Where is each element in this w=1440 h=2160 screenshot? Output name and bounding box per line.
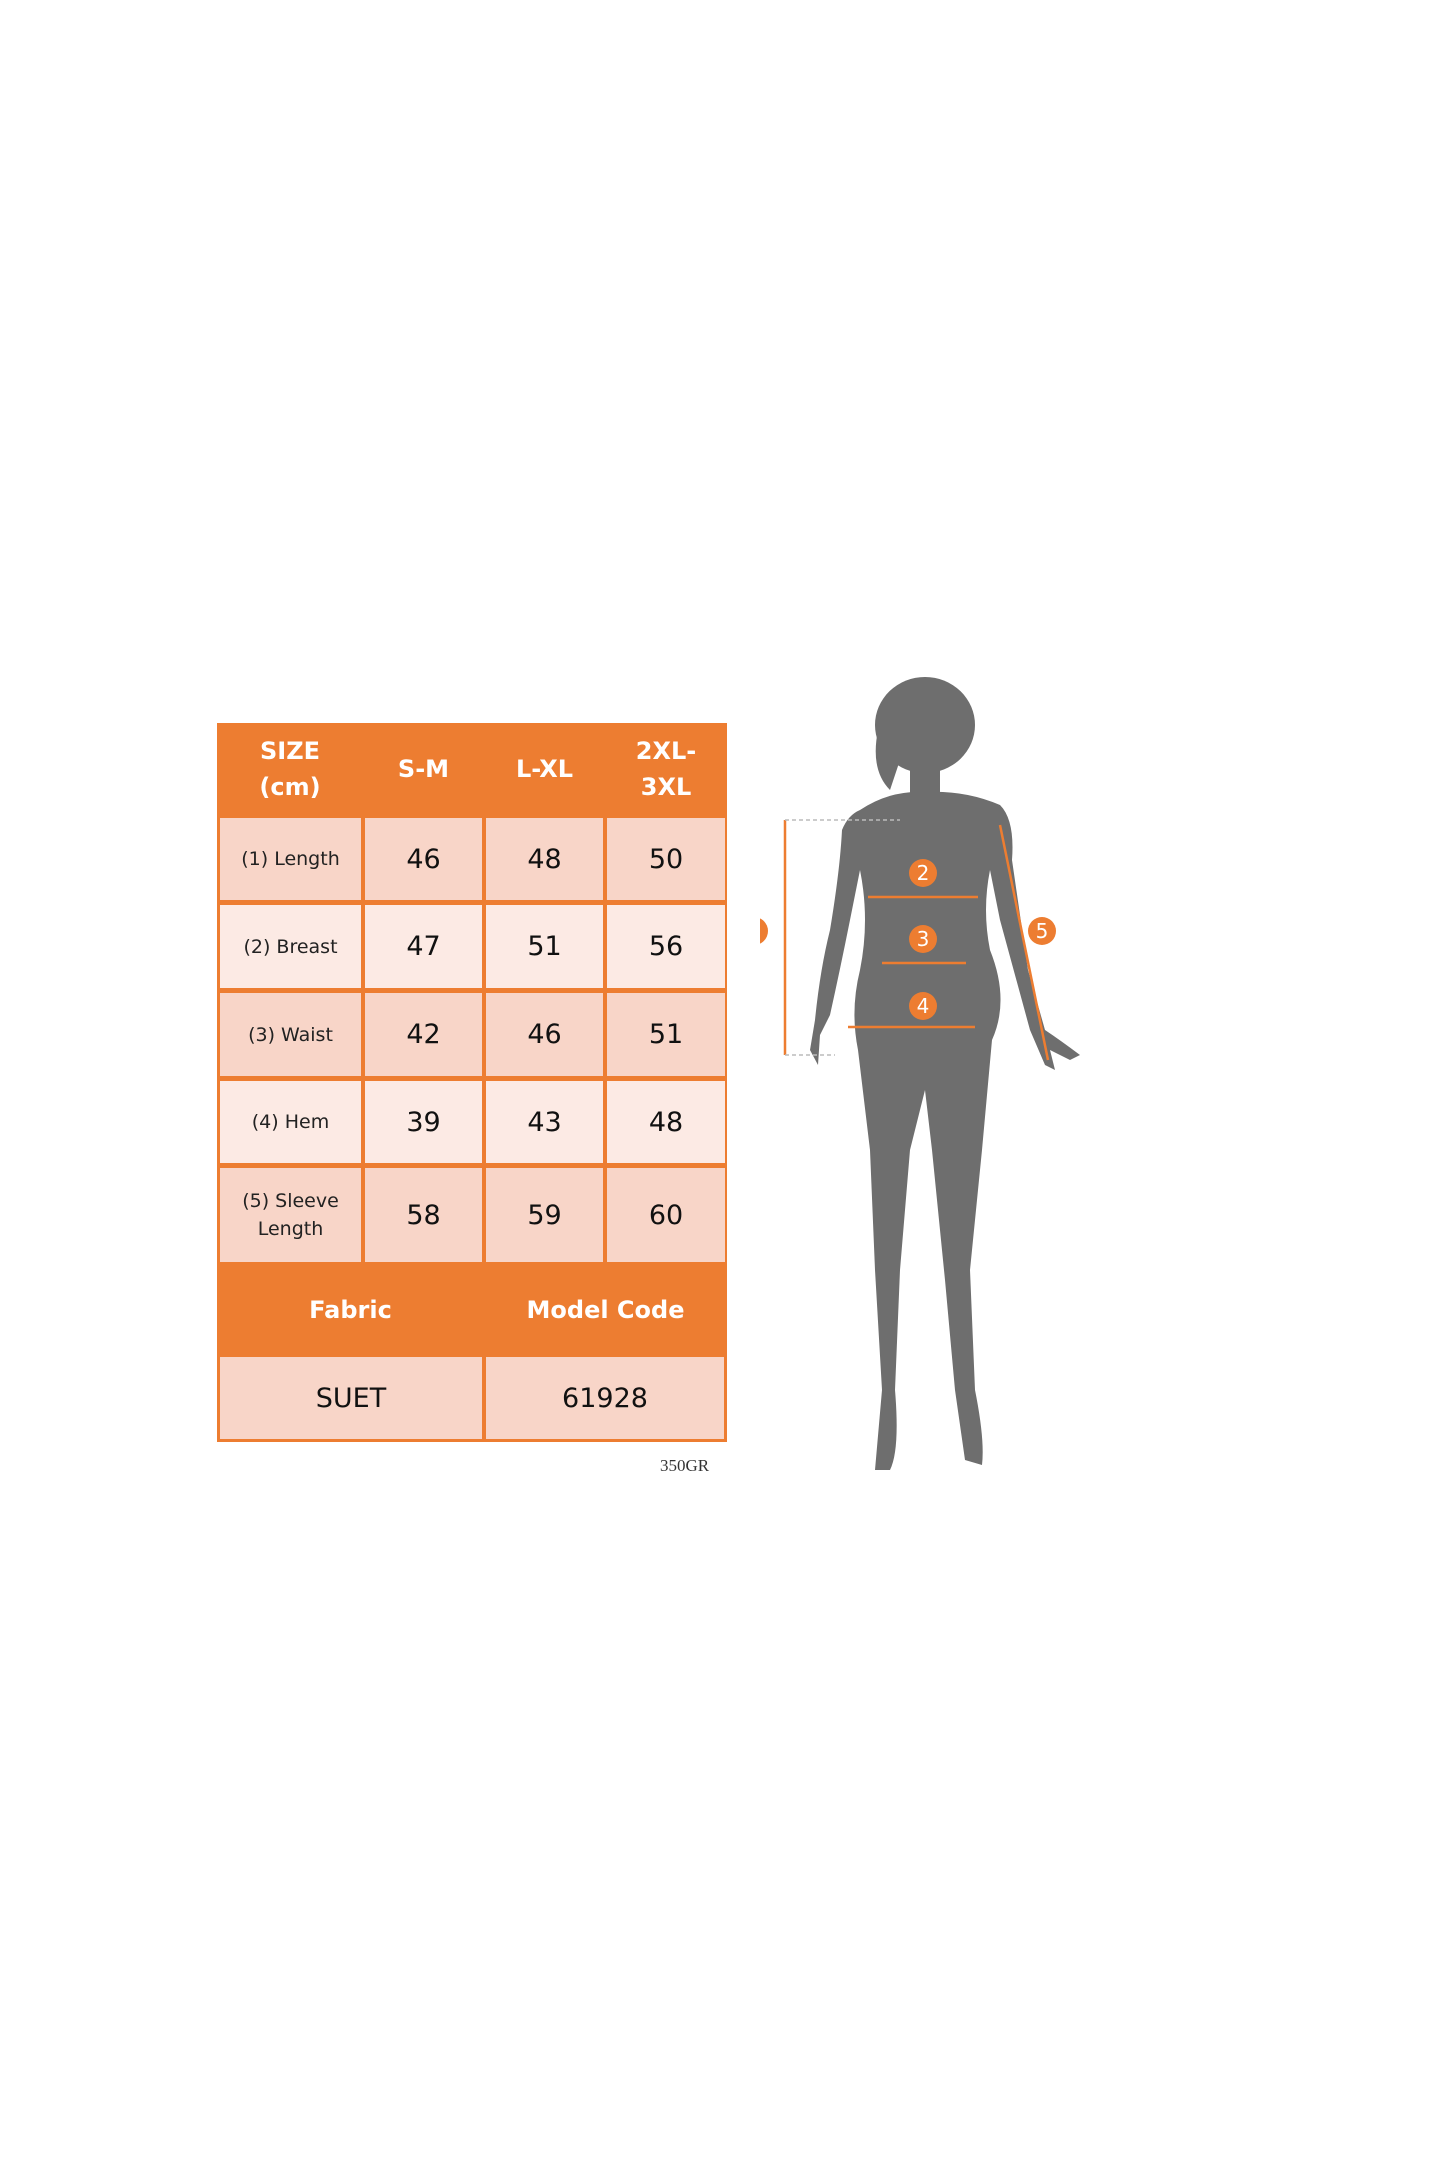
header-cell: 2XL- 3XL bbox=[635, 737, 697, 801]
measurement-lines bbox=[783, 820, 1050, 1061]
size-value: 51 bbox=[486, 905, 603, 988]
marker-5: 5 bbox=[1028, 917, 1056, 945]
guide-lines bbox=[785, 819, 900, 1056]
size-value: 59 bbox=[486, 1168, 603, 1262]
model-code-header: Model Code bbox=[526, 1295, 685, 1324]
row-label: (5) Sleeve Length bbox=[220, 1168, 361, 1262]
svg-text:4: 4 bbox=[917, 994, 930, 1018]
size-value: 56 bbox=[607, 905, 725, 988]
marker-3: 3 bbox=[909, 925, 937, 953]
svg-text:2: 2 bbox=[917, 861, 930, 885]
body-silhouette-figure: 1 2 3 4 5 bbox=[760, 677, 1080, 1470]
marker-badges: 1 2 3 4 5 bbox=[760, 859, 1056, 1020]
size-value: 48 bbox=[607, 1081, 725, 1163]
svg-text:3: 3 bbox=[917, 927, 930, 951]
weight-note: 350GR bbox=[660, 1456, 710, 1475]
size-value: 51 bbox=[607, 993, 725, 1076]
size-value: 46 bbox=[365, 818, 482, 900]
marker-2: 2 bbox=[909, 859, 937, 887]
row-label: (3) Waist bbox=[220, 993, 361, 1076]
fabric-value: SUET bbox=[220, 1357, 482, 1439]
svg-text:5: 5 bbox=[1036, 919, 1049, 943]
size-chart-table: SIZE (cm) S-M L-XL 2XL- 3XL (1) Length 46 48 50… bbox=[217, 723, 727, 1442]
header-cell: L-XL bbox=[515, 755, 574, 783]
size-value: 50 bbox=[607, 818, 725, 900]
marker-4: 4 bbox=[909, 992, 937, 1020]
header-cell: SIZE (cm) bbox=[259, 737, 321, 801]
size-value: 47 bbox=[365, 905, 482, 988]
fabric-header: Fabric bbox=[309, 1295, 392, 1324]
size-value: 60 bbox=[607, 1168, 725, 1262]
size-value: 48 bbox=[486, 818, 603, 900]
size-value: 46 bbox=[486, 993, 603, 1076]
size-value: 43 bbox=[486, 1081, 603, 1163]
row-label: (1) Length bbox=[220, 818, 361, 900]
header-cell: S-M bbox=[397, 755, 450, 783]
silhouette-icon bbox=[810, 677, 1080, 1470]
marker-1: 1 bbox=[760, 918, 768, 944]
size-value: 58 bbox=[365, 1168, 482, 1262]
size-value: 39 bbox=[365, 1081, 482, 1163]
size-value: 42 bbox=[365, 993, 482, 1076]
row-label: (2) Breast bbox=[220, 905, 361, 988]
row-label: (4) Hem bbox=[220, 1081, 361, 1163]
model-code-value: 61928 bbox=[486, 1357, 724, 1439]
